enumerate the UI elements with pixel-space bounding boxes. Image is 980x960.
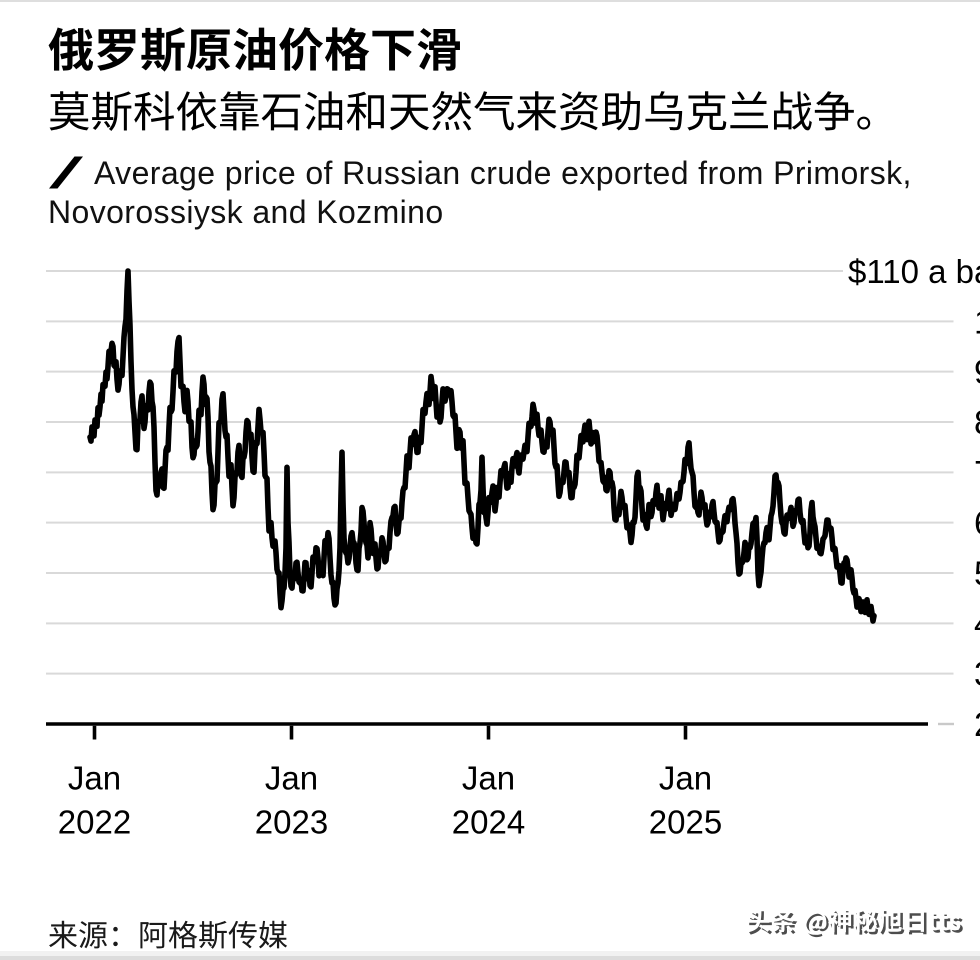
y-axis-top-label: $110 a barrel: [848, 253, 980, 290]
watermark: [746, 908, 963, 938]
y-tick-label: 30: [974, 656, 980, 694]
chart-subtitle: [49, 90, 871, 132]
y-tick-label: 90: [974, 354, 980, 392]
gridlines: [46, 270, 954, 675]
x-tick-label-month: Jan: [462, 760, 515, 797]
x-tick-label-month: Jan: [265, 760, 318, 797]
x-tick-label-year: 2024: [452, 804, 525, 841]
y-tick-label: 60: [974, 505, 980, 543]
bottom-divider: [0, 951, 980, 956]
legend-label-line2: Novorossiysk and Kozmino: [48, 194, 444, 230]
chart-title: [48, 27, 460, 72]
x-axis-labels: Jan 2022 Jan 2023 Jan 2024 Jan 2025: [58, 760, 722, 841]
price-line: [87, 268, 877, 624]
source-label: [49, 920, 288, 949]
y-tick-label: 40: [974, 605, 980, 643]
x-tick-label-year: 2022: [58, 804, 131, 841]
y-tick-label: 70: [974, 454, 980, 492]
y-tick-label: 20: [974, 706, 980, 744]
y-tick-label: 80: [974, 404, 980, 442]
x-tick-label-year: 2025: [649, 804, 722, 841]
top-divider: [0, 0, 980, 2]
y-tick-label: 100: [974, 303, 980, 341]
y-tick-label: 50: [974, 555, 980, 593]
x-tick-label-month: Jan: [68, 760, 121, 797]
legend-label-line1: Average price of Russian crude exported …: [94, 155, 912, 191]
line-key-icon: [49, 156, 83, 189]
y-axis-labels: 100 90 80 70 60 50 40 30 20: [974, 303, 980, 744]
x-tick-label-month: Jan: [659, 760, 712, 797]
x-tick-label-year: 2023: [255, 804, 328, 841]
bottom-divider-edge: [0, 956, 980, 960]
x-axis: [46, 722, 954, 740]
